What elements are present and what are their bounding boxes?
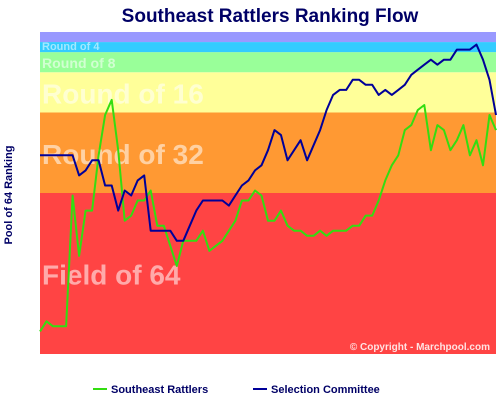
legend: Southeast Rattlers Selection Committee (93, 384, 380, 396)
band-label-field-of-64: Field of 64 (42, 260, 181, 291)
band-label-round-of-16: Round of 16 (42, 79, 204, 110)
legend-label-selection-committee: Selection Committee (271, 384, 380, 396)
y-axis-label: Pool of 64 Ranking (3, 145, 15, 244)
series-line-southeast-rattlers (39, 98, 497, 332)
series-lines (39, 43, 497, 332)
copyright-notice: © Copyright - Marchpool.com (350, 342, 490, 353)
band-top-5 (40, 32, 496, 43)
band-label-round-of-8: Round of 8 (42, 55, 116, 71)
chart-title: Southeast Rattlers Ranking Flow (122, 6, 419, 27)
band-round-of-16 (40, 72, 496, 113)
legend-label-southeast-rattlers: Southeast Rattlers (111, 384, 208, 396)
band-label-round-of-4: Round of 4 (42, 41, 100, 53)
series-line-selection-committee (40, 43, 497, 242)
band-round-of-8 (40, 52, 496, 73)
band-round-of-4 (40, 42, 496, 53)
